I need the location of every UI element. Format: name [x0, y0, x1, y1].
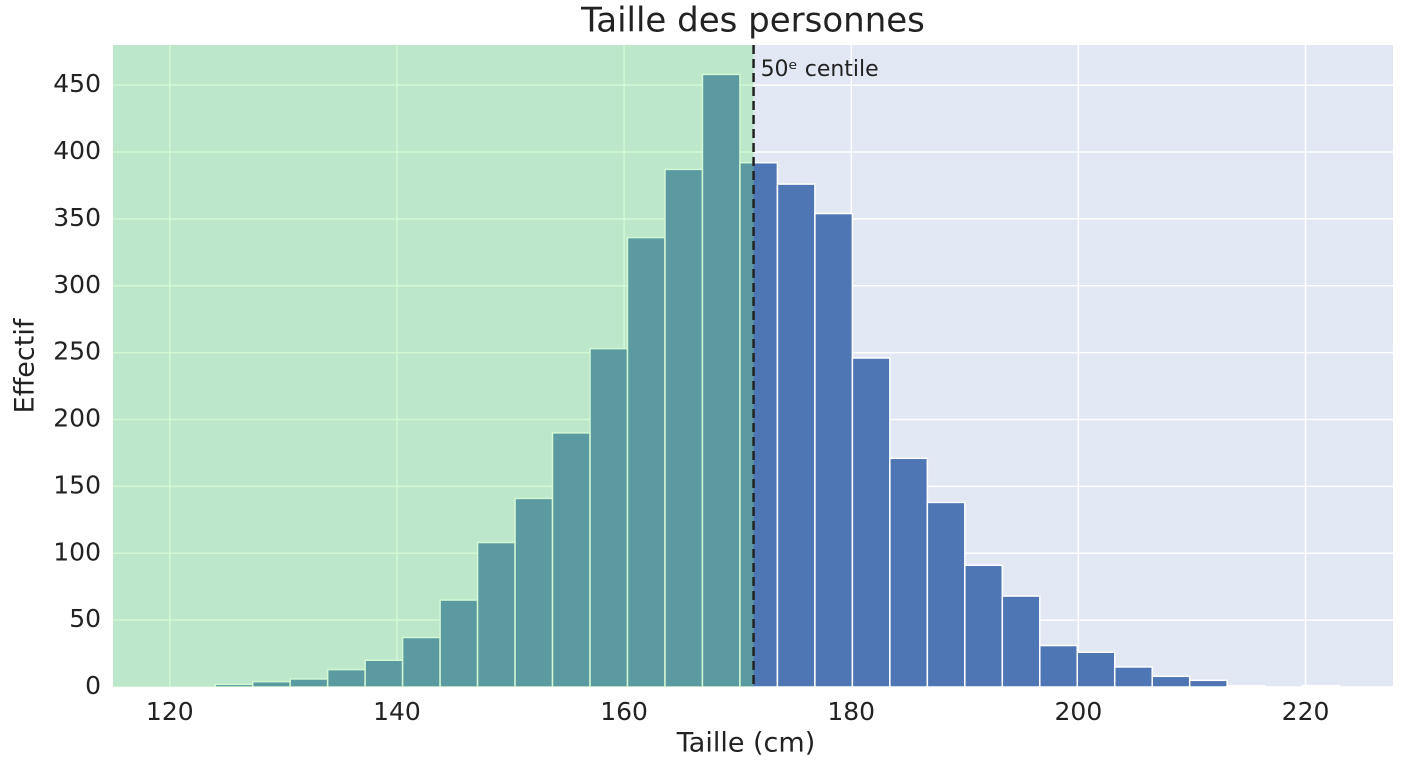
bar: [1226, 684, 1266, 688]
percentile-label: 50ᵉ centile: [761, 57, 879, 82]
y-tick-label: 50: [69, 604, 101, 633]
bar: [1076, 651, 1116, 688]
y-tick-label: 450: [53, 69, 101, 98]
bar: [589, 347, 629, 688]
y-tick-label: 400: [53, 136, 101, 165]
bar: [889, 457, 929, 688]
percentile-shade: [113, 45, 754, 687]
y-tick-label: 150: [53, 470, 101, 499]
bar: [626, 236, 666, 688]
bar: [926, 501, 966, 688]
y-tick-label: 250: [53, 337, 101, 366]
bar: [1113, 666, 1153, 688]
bar: [1301, 684, 1341, 688]
y-tick-label: 300: [53, 270, 101, 299]
bar: [814, 212, 854, 688]
x-tick-label: 220: [1282, 697, 1330, 726]
bar: [439, 599, 479, 688]
bar: [664, 168, 704, 688]
bar: [964, 564, 1004, 688]
bar: [739, 161, 779, 688]
y-tick-label: 0: [85, 671, 101, 700]
bar: [1151, 675, 1191, 688]
chart-title: Taille des personnes: [580, 1, 925, 41]
y-tick-label: 100: [53, 537, 101, 566]
bar: [851, 357, 891, 688]
y-tick-label: 200: [53, 404, 101, 433]
bar: [1001, 595, 1041, 688]
x-tick-label: 180: [827, 697, 875, 726]
x-tick-label: 140: [373, 697, 421, 726]
bars: [214, 73, 1341, 688]
x-tick-label: 200: [1055, 697, 1103, 726]
y-axis-label: Effectif: [10, 317, 41, 413]
y-tick-label: 350: [53, 203, 101, 232]
bar: [1188, 679, 1228, 688]
x-axis-label: Taille (cm): [676, 728, 815, 759]
bar: [701, 73, 741, 688]
overlay: 50ᵉ centile: [113, 45, 879, 687]
bar: [514, 497, 554, 688]
x-tick-label: 120: [146, 697, 194, 726]
bar: [776, 183, 816, 688]
bar: [476, 541, 516, 688]
x-tick-label: 160: [600, 697, 648, 726]
bar: [1039, 644, 1079, 688]
